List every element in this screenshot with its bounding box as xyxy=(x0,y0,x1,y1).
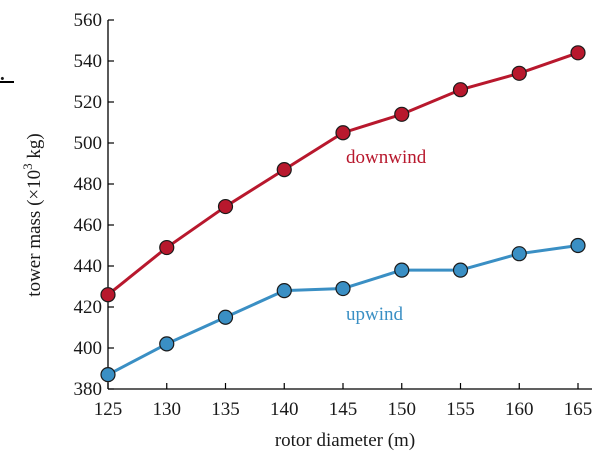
y-tick-label: 560 xyxy=(74,10,103,31)
series-line-upwind xyxy=(107,244,579,376)
corner-mark: . xyxy=(0,64,5,85)
x-tick-label: 165 xyxy=(564,399,593,420)
y-axis-label: tower mass (×103 kg) xyxy=(20,133,45,296)
data-point-downwind xyxy=(217,198,234,215)
y-axis-label-unit: kg) xyxy=(24,133,45,163)
data-point-upwind xyxy=(276,283,292,299)
y-axis-label-text: tower mass ( xyxy=(24,200,45,297)
series-lines xyxy=(107,51,579,376)
series-label-downwind: downwind xyxy=(346,147,427,168)
data-point-upwind xyxy=(511,246,527,262)
x-tick-label: 155 xyxy=(446,399,475,420)
x-axis-label: rotor diameter (m) xyxy=(275,430,415,451)
x-tick-label: 140 xyxy=(270,399,299,420)
y-tick-label: 540 xyxy=(74,51,103,72)
data-point-downwind xyxy=(394,106,410,122)
x-tick-label: 135 xyxy=(211,399,240,420)
y-tick-label: 480 xyxy=(74,174,103,195)
x-tick-label: 130 xyxy=(153,399,182,420)
y-tick-label: 500 xyxy=(74,133,103,154)
data-point-upwind xyxy=(335,280,351,297)
data-point-downwind xyxy=(100,287,116,303)
data-point-downwind xyxy=(570,45,586,61)
data-point-upwind xyxy=(159,336,175,352)
data-point-upwind xyxy=(217,309,234,325)
data-point-downwind xyxy=(276,162,292,178)
y-axis-label-exponent: 3 xyxy=(20,163,35,170)
data-point-downwind xyxy=(452,82,469,98)
x-tick-label: 125 xyxy=(94,399,123,420)
y-tick-label: 460 xyxy=(74,215,103,236)
series-label-upwind: upwind xyxy=(346,304,404,325)
y-tick-label: 440 xyxy=(74,256,103,277)
data-point-downwind xyxy=(159,239,175,256)
y-tick-label: 380 xyxy=(74,379,103,400)
y-tick-label: 420 xyxy=(74,297,103,318)
x-tick-label: 145 xyxy=(329,399,358,420)
x-axis-ticks: 125 130 135 140 145 150 155 160 165 xyxy=(94,383,593,420)
y-tick-label: 520 xyxy=(74,92,103,113)
x-tick-label: 150 xyxy=(388,399,417,420)
data-point-downwind xyxy=(511,65,527,81)
axes xyxy=(107,20,592,390)
y-axis-ticks: 380 400 420 440 460 480 500 520 540 560 xyxy=(74,10,114,400)
series-points xyxy=(100,45,586,383)
y-axis-label-symbol: ×10 xyxy=(24,170,45,200)
data-point-upwind xyxy=(100,367,116,383)
data-point-upwind xyxy=(570,237,586,254)
y-tick-label: 400 xyxy=(74,338,103,359)
data-point-upwind xyxy=(452,262,469,278)
data-point-downwind xyxy=(335,125,351,141)
data-point-upwind xyxy=(394,262,410,278)
x-tick-label: 160 xyxy=(505,399,534,420)
